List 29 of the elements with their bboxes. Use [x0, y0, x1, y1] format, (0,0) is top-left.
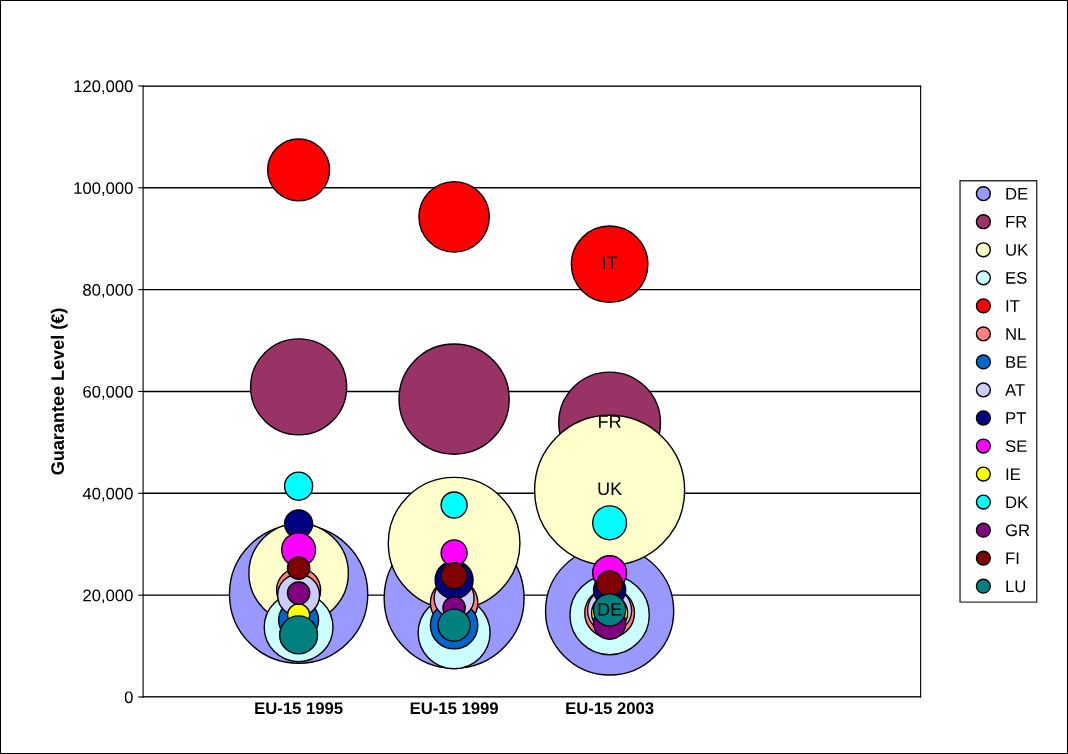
- legend-label: FR: [1006, 216, 1027, 228]
- y-tick-label: 20,000: [83, 589, 133, 604]
- legend-label: NL: [1006, 328, 1026, 340]
- x-tick-label: EU-15 1999: [410, 702, 498, 715]
- legend-label: FI: [1006, 552, 1019, 565]
- legend-label: DE: [1006, 188, 1028, 200]
- y-tick-label: 100,000: [74, 182, 133, 196]
- legend-label: AT: [1005, 384, 1025, 396]
- y-axis-title: Guarantee Level (€): [50, 308, 68, 475]
- legend-label: IT: [1006, 300, 1020, 312]
- legend-label: SE: [1005, 440, 1027, 453]
- y-tick-label: 80,000: [83, 284, 133, 298]
- annotation: IT: [603, 256, 618, 269]
- y-tick-label: 0: [124, 691, 133, 704]
- y-tick-label: 120,000: [74, 80, 133, 95]
- legend-label: PT: [1006, 412, 1026, 424]
- annotation: UK: [598, 482, 622, 496]
- legend-label: ES: [1006, 272, 1027, 284]
- y-tick-label: 60,000: [83, 385, 133, 400]
- annotation: DE: [598, 603, 622, 616]
- legend-label: IE: [1006, 468, 1021, 480]
- legend-label: UK: [1006, 244, 1029, 256]
- legend-label: DK: [1006, 496, 1029, 508]
- y-tick-label: 40,000: [82, 487, 133, 502]
- legend-label: LU: [1006, 580, 1026, 593]
- x-tick-label: EU-15 1995: [255, 702, 343, 715]
- x-tick-label: EU-15 2003: [566, 702, 654, 715]
- legend-label: GR: [1005, 524, 1030, 537]
- legend-label: BE: [1006, 356, 1027, 368]
